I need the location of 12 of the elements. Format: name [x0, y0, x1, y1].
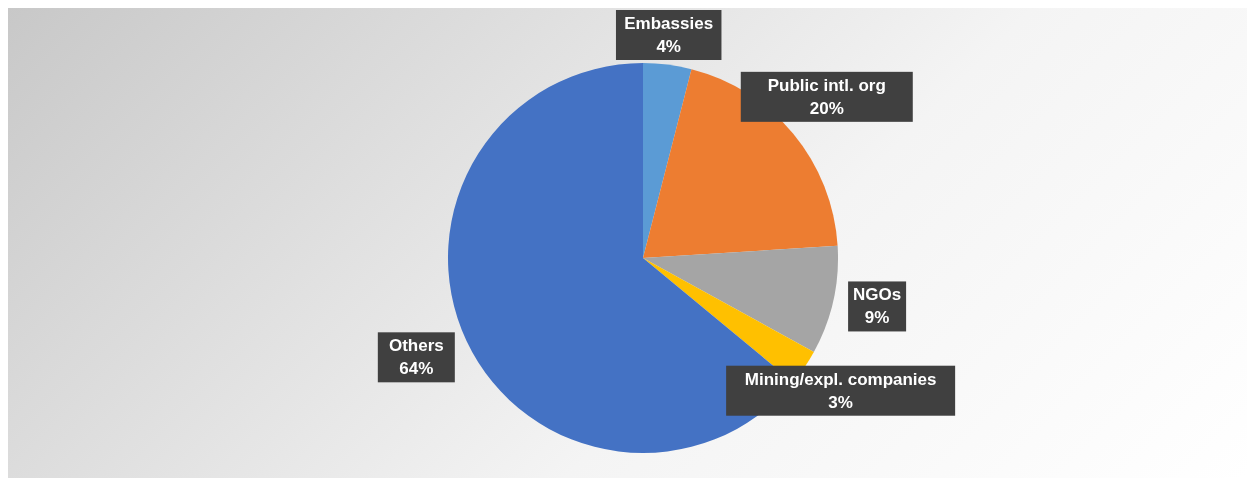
slice-label: Embassies: [624, 14, 714, 33]
pie-slice: [643, 63, 692, 258]
slice-label: Others: [388, 336, 444, 356]
data-label: 3%: [828, 392, 853, 412]
data-label: 64%: [399, 359, 434, 379]
data-label: 9%: [864, 308, 890, 328]
slice-label: Mining/expl. companies: [744, 369, 937, 389]
slice-label: NGOs: [853, 285, 902, 305]
data-label: 20%: [809, 98, 844, 118]
data-label: 4%: [656, 37, 681, 56]
slice-label: Public intl. org: [767, 75, 886, 95]
pie-slice: [643, 245, 838, 352]
